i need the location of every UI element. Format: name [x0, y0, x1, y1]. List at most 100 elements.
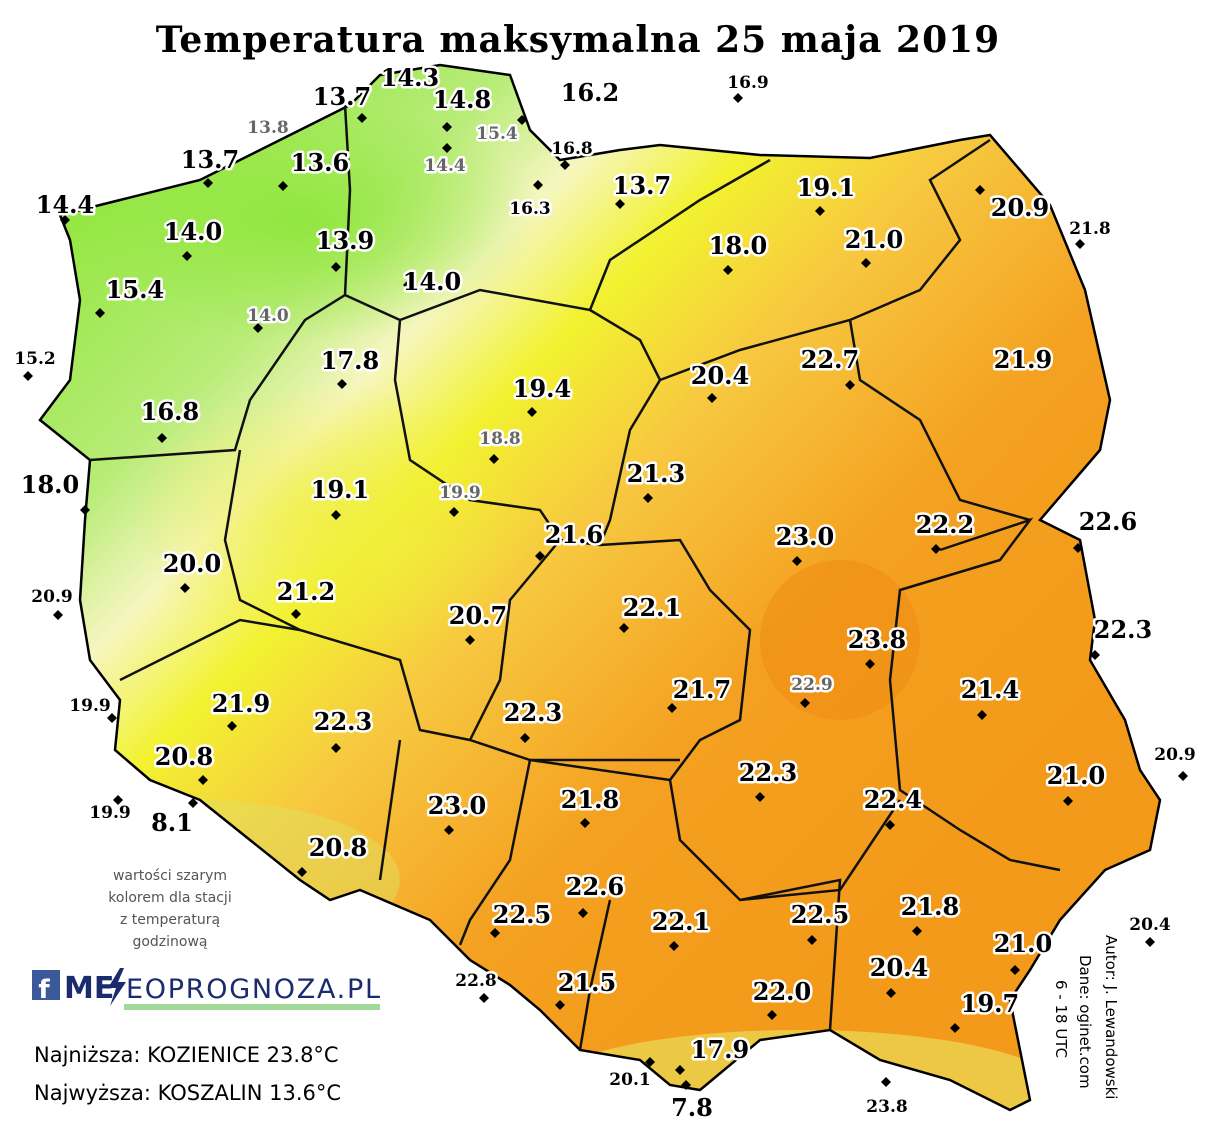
- station-temp: 13.7: [313, 82, 371, 111]
- logo-text: EOPROGNOZA.PL: [126, 974, 380, 1005]
- station-marker: [1178, 771, 1188, 781]
- station-marker: [755, 792, 765, 802]
- station-temp: 22.3: [739, 758, 797, 787]
- station-temp: 21.8: [901, 892, 959, 921]
- logo: f ME EOPROGNOZA.PL: [32, 968, 380, 1010]
- station-temp: 13.7: [613, 171, 671, 200]
- note-line: z temperaturą: [120, 912, 220, 928]
- station-temp: 22.7: [801, 345, 859, 374]
- station-marker: [490, 928, 500, 938]
- station-marker: [80, 505, 90, 515]
- station-marker: [489, 454, 499, 464]
- station-temp: 22.1: [623, 593, 681, 622]
- station-temp: 14.4: [36, 190, 94, 219]
- station-temp: 20.9: [1154, 745, 1195, 765]
- note-line: kolorem dla stacji: [108, 890, 231, 906]
- station-marker: [227, 721, 237, 731]
- station-marker: [444, 825, 454, 835]
- station-temp: 22.1: [652, 907, 710, 936]
- station-marker: [815, 206, 825, 216]
- station-marker: [723, 265, 733, 275]
- station-marker: [253, 323, 263, 333]
- station-marker: [615, 199, 625, 209]
- logo-stripe: [124, 1004, 380, 1010]
- station-marker: [357, 113, 367, 123]
- station-temp: 13.6: [291, 148, 349, 177]
- station-temp: 22.2: [916, 510, 974, 539]
- logo-bolt: [108, 968, 126, 1006]
- station-marker: [331, 510, 341, 520]
- station-marker: [533, 180, 543, 190]
- station-temp: 22.6: [1079, 507, 1137, 536]
- station-temp: 14.3: [381, 63, 439, 92]
- station-temp: 21.0: [845, 225, 903, 254]
- station-temp: 22.0: [753, 977, 811, 1006]
- station-temp: 22.4: [864, 785, 922, 814]
- voivodeship-borders: [89, 104, 1061, 1051]
- station-temp: 21.2: [277, 577, 335, 606]
- station-marker: [278, 181, 288, 191]
- station-marker: [331, 262, 341, 272]
- station-temp: 23.8: [848, 625, 906, 654]
- station-temp: 21.7: [673, 675, 731, 704]
- station-temp: 22.3: [314, 707, 372, 736]
- station-temp: 20.9: [31, 587, 72, 607]
- station-temp: 23.0: [776, 522, 834, 551]
- station-temp: 21.4: [961, 675, 1019, 704]
- station-marker: [107, 713, 117, 723]
- station-marker: [975, 185, 985, 195]
- hourly-station-temp: 14.0: [247, 306, 289, 326]
- hourly-station-temp: 19.9: [439, 483, 480, 503]
- station-temp: 23.8: [866, 1097, 907, 1117]
- station-marker: [527, 407, 537, 417]
- station-marker: [733, 93, 743, 103]
- station-temp: 15.4: [106, 275, 164, 304]
- station-marker: [767, 1010, 777, 1020]
- station-marker: [182, 251, 192, 261]
- station-temp: 20.4: [1129, 915, 1171, 935]
- station-temp: 21.5: [558, 968, 616, 997]
- station-marker: [560, 160, 570, 170]
- station-marker: [53, 610, 63, 620]
- station-marker: [865, 659, 875, 669]
- station-temp: 19.1: [311, 475, 369, 504]
- station-temp: 22.3: [504, 698, 562, 727]
- station-temp: 13.7: [181, 145, 239, 174]
- station-temp: 20.8: [155, 742, 213, 771]
- station-marker: [681, 1080, 691, 1090]
- station-temp: 19.4: [513, 374, 571, 403]
- station-temp: 22.5: [493, 900, 551, 929]
- station-temp: 20.8: [309, 833, 367, 862]
- station-temp: 16.2: [561, 78, 619, 107]
- station-marker: [861, 258, 871, 268]
- station-temp: 21.9: [994, 345, 1052, 374]
- station-temp: 22.6: [566, 872, 624, 901]
- station-marker: [643, 493, 653, 503]
- station-temp: 22.3: [1094, 615, 1152, 644]
- station-marker: [1073, 543, 1083, 553]
- hourly-station-temp: 14.4: [424, 156, 466, 176]
- credit: Autor: J. Lewandowski: [1102, 935, 1120, 1099]
- station-temp: 16.8: [551, 139, 592, 159]
- station-temp: 20.9: [991, 193, 1049, 222]
- station-marker: [297, 867, 307, 877]
- station-marker: [669, 941, 679, 951]
- station-temp: 13.9: [316, 226, 374, 255]
- station-marker: [180, 583, 190, 593]
- station-marker: [157, 433, 167, 443]
- station-temp: 16.9: [727, 73, 768, 93]
- station-temp: 16.3: [509, 199, 550, 219]
- station-temp: 20.7: [449, 601, 507, 630]
- station-temp: 22.5: [791, 900, 849, 929]
- station-temp: 20.0: [163, 549, 221, 578]
- station-temp: 21.6: [545, 520, 603, 549]
- station-temp: 19.1: [797, 173, 855, 202]
- station-temp: 14.0: [403, 267, 461, 296]
- station-marker: [188, 798, 198, 808]
- station-marker: [95, 308, 105, 318]
- station-temp: 22.8: [455, 971, 496, 991]
- highest: Najwyższa: KOSZALIN 13.6°C: [34, 1081, 341, 1105]
- station-marker: [198, 775, 208, 785]
- station-temp: 8.1: [151, 808, 193, 837]
